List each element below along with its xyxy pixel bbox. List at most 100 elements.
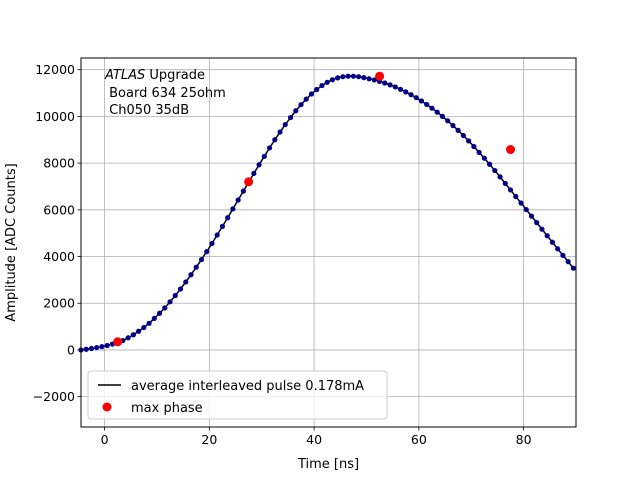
pulse-data-point (429, 105, 435, 111)
pulse-data-point (156, 310, 163, 316)
pulse-data-point (471, 143, 477, 150)
annotation-line-1: ATLAS Upgrade (104, 68, 205, 83)
atlas-annotation: ATLAS Upgrade Board 634 25ohm Ch050 35dB (104, 68, 226, 118)
pulse-data-point (335, 75, 341, 81)
pulse-data-point (204, 249, 210, 255)
pulse-data-point (251, 170, 257, 176)
pulse-data-point (497, 174, 503, 180)
pulse-data-point (183, 279, 189, 285)
pulse-data-point (240, 188, 246, 194)
pulse-data-point (162, 305, 168, 311)
x-tick-label: 60 (411, 432, 427, 447)
pulse-data-point (209, 240, 215, 247)
pulse-data-point (88, 345, 95, 352)
pulse-data-point (434, 109, 440, 115)
pulse-data-point (544, 233, 550, 239)
pulse-data-point (403, 89, 409, 95)
pulse-data-point (130, 332, 136, 338)
pulse-data-point (455, 127, 461, 133)
axis-ticks: 0 20 40 60 80 −2000 0 2000 4000 6000 8000 10000 1200… (33, 62, 532, 447)
pulse-data-point (549, 239, 556, 245)
pulse-data-point (466, 138, 472, 144)
annotation-line-3: Ch050 35dB (105, 103, 189, 118)
x-tick-label: 40 (306, 432, 322, 447)
pulse-data-point (345, 73, 351, 79)
plot-frame (80, 57, 577, 428)
pulse-data-point (481, 155, 487, 161)
pulse-data-point (329, 77, 336, 83)
x-tick-label: 20 (201, 432, 217, 447)
pulse-data-point (371, 77, 377, 83)
legend: average interleaved pulse 0.178mA max ph… (87, 370, 388, 420)
pulse-data-point (141, 324, 147, 331)
pulse-data-point (408, 92, 414, 98)
pulse-data-point (397, 86, 404, 92)
pulse-data-point (99, 344, 105, 350)
pulse-data-point (528, 213, 535, 219)
y-tick-label: 8000 (43, 156, 75, 171)
pulse-data-point (146, 320, 152, 326)
pulse-data-point (83, 346, 89, 352)
pulse-data-point (392, 84, 398, 90)
y-tick-label: 2000 (43, 296, 75, 311)
pulse-data-point (151, 315, 157, 322)
pulse-data-point (125, 335, 131, 341)
pulse-data-point (282, 121, 288, 128)
pulse-data-point (413, 95, 419, 101)
pulse-data-point (450, 122, 456, 129)
x-tick-label: 80 (516, 432, 532, 447)
pulse-data-point (261, 153, 267, 159)
pulse-data-point (266, 145, 273, 151)
x-axis-label: Time [ns] (297, 457, 359, 472)
series-layer (78, 71, 576, 353)
pulse-data-point (303, 96, 309, 102)
y-axis-label: Amplitude [ADC Counts] (4, 163, 19, 321)
max-phase-point (506, 145, 516, 155)
pulse-data-point (518, 200, 524, 206)
x-tick-label: 0 (101, 432, 109, 447)
y-tick-label: 6000 (43, 202, 75, 217)
pulse-data-point (539, 226, 545, 232)
pulse-data-point (188, 272, 194, 278)
pulse-data-point (177, 286, 184, 292)
pulse-data-point (230, 206, 236, 212)
pulse-data-point (502, 180, 508, 187)
legend-box (87, 370, 388, 420)
pulse-data-point (287, 114, 294, 121)
legend-marker-swatch (102, 402, 112, 412)
pulse-data-point (492, 167, 498, 174)
pulse-data-point (513, 193, 519, 200)
pulse-data-point (424, 101, 430, 108)
max-phase-point (244, 177, 254, 187)
pulse-data-point (324, 79, 330, 85)
pulse-data-point (136, 328, 142, 334)
pulse-data-point (340, 74, 346, 80)
pulse-data-point (507, 187, 514, 193)
pulse-data-point (293, 108, 299, 114)
pulse-data-point (193, 264, 199, 270)
y-tick-label: 0 (67, 342, 75, 357)
y-tick-label: −2000 (33, 389, 75, 404)
pulse-data-point (350, 73, 356, 79)
pulse-data-point (486, 161, 493, 167)
annotation-atlas: ATLAS (104, 68, 145, 83)
pulse-data-point (476, 149, 482, 155)
pulse-data-point (298, 102, 304, 108)
pulse-data-point (225, 215, 231, 221)
pulse-data-point (277, 129, 283, 135)
y-tick-label: 4000 (43, 249, 75, 264)
pulse-data-point (314, 86, 320, 93)
pulse-data-point (94, 344, 100, 351)
legend-entry-pulse: average interleaved pulse 0.178mA (131, 379, 364, 394)
pulse-data-point (387, 82, 393, 88)
pulse-data-point (534, 220, 540, 226)
pulse-data-point (308, 91, 315, 97)
pulse-data-point (366, 76, 372, 82)
max-phase-point (375, 71, 385, 81)
annotation-upgrade: Upgrade (145, 68, 205, 83)
pulse-data-point (560, 252, 566, 258)
pulse-data-point (555, 246, 561, 252)
pulse-data-point (418, 98, 425, 104)
pulse-data-point (256, 162, 262, 168)
